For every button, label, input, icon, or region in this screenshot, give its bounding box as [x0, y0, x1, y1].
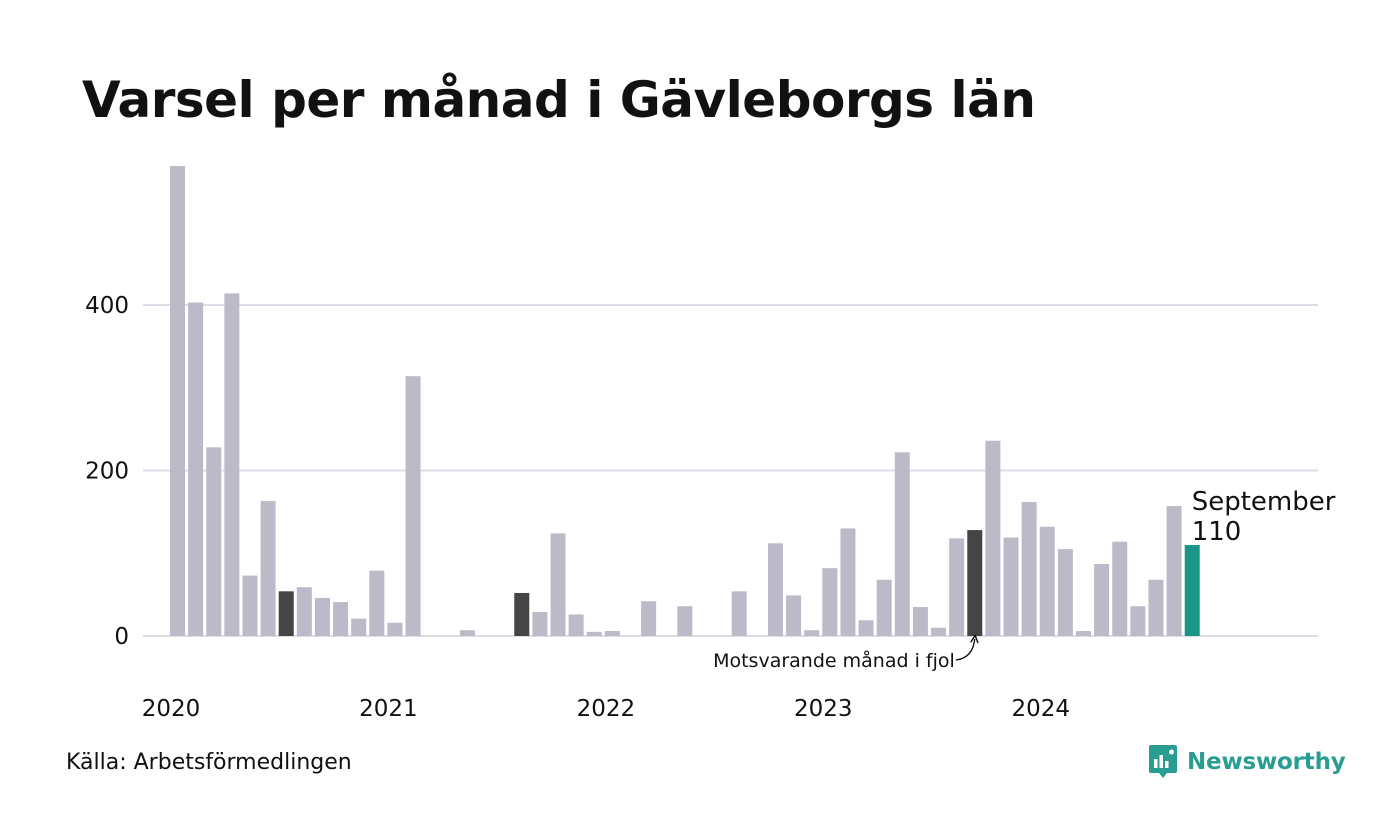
bar-highlighted	[278, 591, 294, 636]
bar	[1057, 549, 1073, 636]
current-value-label: 110	[1192, 517, 1242, 547]
annotation-arrow	[955, 639, 975, 661]
bar	[314, 597, 330, 636]
bar	[188, 302, 204, 636]
bar	[550, 533, 566, 636]
x-tick-label: 2021	[359, 696, 418, 722]
bar	[949, 538, 965, 636]
y-tick-label: 200	[85, 459, 129, 485]
bar	[858, 620, 874, 636]
bar	[1003, 537, 1019, 636]
bar	[767, 543, 783, 636]
bar-highlighted	[514, 592, 530, 636]
bar	[1076, 631, 1091, 636]
bar	[387, 622, 403, 636]
bar	[641, 601, 657, 636]
x-tick-label: 2023	[794, 696, 853, 722]
bar	[931, 627, 947, 636]
bar	[912, 607, 928, 636]
bar	[369, 570, 385, 636]
bar	[242, 575, 258, 636]
bar	[1039, 526, 1055, 636]
bar-current	[1184, 544, 1200, 636]
bar	[532, 612, 548, 636]
bar	[586, 631, 602, 636]
bar-chart: 0 200 400 2020 2021 2022 2023 2024 September11…	[85, 165, 1336, 722]
bar	[985, 440, 1001, 636]
bar-highlighted	[967, 530, 983, 636]
bars	[170, 165, 1200, 637]
bar	[894, 452, 910, 636]
bar	[224, 293, 240, 636]
bar	[1112, 541, 1128, 636]
gridlines	[143, 304, 1318, 637]
y-axis-labels: 0 200 400	[85, 293, 129, 650]
bar	[1148, 579, 1164, 636]
bar	[876, 579, 892, 636]
bar	[786, 595, 802, 636]
bar	[351, 618, 367, 636]
x-axis-labels: 2020 2021 2022 2023 2024	[142, 696, 1070, 722]
bar	[1166, 506, 1182, 636]
bar	[1021, 501, 1037, 636]
bar	[405, 376, 421, 636]
bar	[260, 501, 276, 636]
bar	[822, 568, 838, 636]
bar	[459, 630, 475, 636]
bar	[840, 528, 856, 636]
annotation-label: Motsvarande månad i fjol	[713, 649, 955, 672]
brand: Newsworthy	[1148, 742, 1346, 782]
bar	[206, 447, 222, 636]
x-tick-label: 2020	[142, 696, 201, 722]
current-month-label: September	[1192, 487, 1336, 517]
x-tick-label: 2024	[1011, 696, 1070, 722]
bar	[804, 630, 820, 636]
x-tick-label: 2022	[577, 696, 636, 722]
bar	[333, 602, 349, 636]
bar	[1094, 564, 1110, 636]
brand-name: Newsworthy	[1187, 749, 1346, 775]
y-tick-label: 0	[114, 624, 129, 650]
chart-title: Varsel per månad i Gävleborgs län	[82, 71, 1036, 129]
bar	[1130, 606, 1146, 636]
bar	[568, 614, 584, 636]
newsworthy-logo-icon	[1149, 745, 1177, 778]
bar	[731, 591, 747, 636]
bar	[170, 165, 185, 637]
bar	[677, 606, 693, 636]
bar	[296, 587, 312, 636]
source-note: Källa: Arbetsförmedlingen	[66, 750, 352, 775]
bar	[604, 631, 620, 636]
y-tick-label: 400	[85, 293, 129, 319]
